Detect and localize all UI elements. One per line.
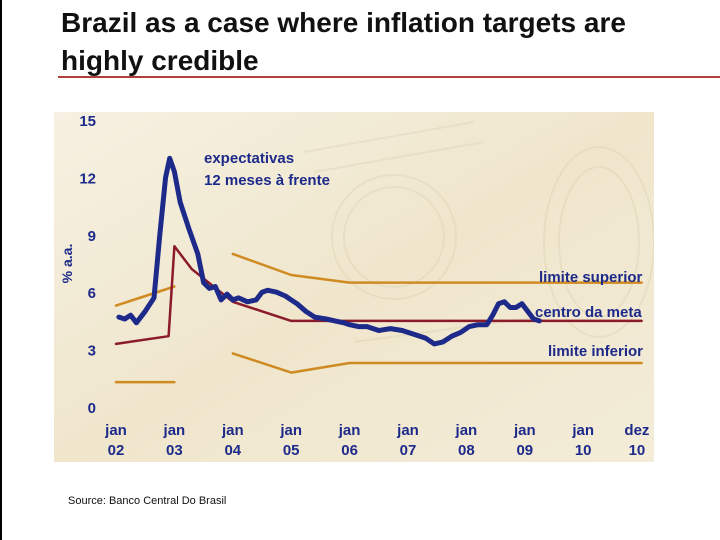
x-tick-label-year: 03 <box>166 442 183 459</box>
chart-annotations: expectativas 12 meses à frente limite supe… <box>204 150 643 360</box>
y-tick-label: 12 <box>79 170 96 187</box>
title-underline <box>58 76 720 78</box>
y-axis-label: % a.a. <box>59 244 75 284</box>
x-tick-label-year: 07 <box>400 442 417 459</box>
page-title: Brazil as a case where inflation targets… <box>61 7 626 76</box>
annotation-target-center: centro da meta <box>535 304 642 321</box>
annotation-upper-limit: limite superior <box>539 269 643 286</box>
y-tick-label: 0 <box>88 400 96 417</box>
x-tick-label-year: 06 <box>341 442 358 459</box>
x-tick-label-month: jan <box>455 422 478 439</box>
x-tick-label-month: jan <box>396 422 419 439</box>
x-tick-label-year: 04 <box>224 442 241 459</box>
y-tick-label: 3 <box>88 343 96 360</box>
upper-bound-line <box>231 252 643 284</box>
slide-left-border <box>0 0 2 540</box>
chart-axes: 15 12 9 6 3 0 % a.a. jan 02 jan 03 jan 04 jan 05 jan 06 j… <box>59 113 649 459</box>
x-tick-label-year: 10 <box>629 442 646 459</box>
y-tick-label: 9 <box>88 228 96 245</box>
x-tick-label-month: jan <box>338 422 361 439</box>
inflation-chart: 15 12 9 6 3 0 % a.a. jan 02 jan 03 jan 04 jan 05 jan 06 j… <box>54 112 654 462</box>
x-tick-label-month: jan <box>571 422 594 439</box>
chart-svg: 15 12 9 6 3 0 % a.a. jan 02 jan 03 jan 04 jan 05 jan 06 j… <box>54 112 654 462</box>
lower-bound-line <box>231 352 643 374</box>
chart-series <box>114 155 643 384</box>
banknote-watermark <box>303 121 654 343</box>
x-tick-label-year: 08 <box>458 442 475 459</box>
annotation-expectations-horizon: 12 meses à frente <box>204 172 330 189</box>
x-tick-label-year: 10 <box>575 442 592 459</box>
x-tick-label-month: jan <box>279 422 302 439</box>
x-tick-label-month: jan <box>221 422 244 439</box>
x-tick-label-month: dez <box>624 422 649 439</box>
annotation-expectations: expectativas <box>204 150 294 167</box>
x-tick-label-month: jan <box>163 422 186 439</box>
x-tick-label-year: 09 <box>516 442 533 459</box>
x-tick-label-month: jan <box>104 422 127 439</box>
y-tick-label: 15 <box>79 113 96 130</box>
x-tick-label-month: jan <box>513 422 536 439</box>
source-note: Source: Banco Central Do Brasil <box>68 495 227 507</box>
upper-bound-line-2002 <box>114 285 176 307</box>
x-tick-label-year: 05 <box>283 442 300 459</box>
annotation-lower-limit: limite inferior <box>548 343 643 360</box>
y-tick-label: 6 <box>88 285 96 302</box>
x-tick-label-year: 02 <box>108 442 125 459</box>
target-center-line <box>114 245 643 346</box>
expectations-line <box>116 155 542 347</box>
